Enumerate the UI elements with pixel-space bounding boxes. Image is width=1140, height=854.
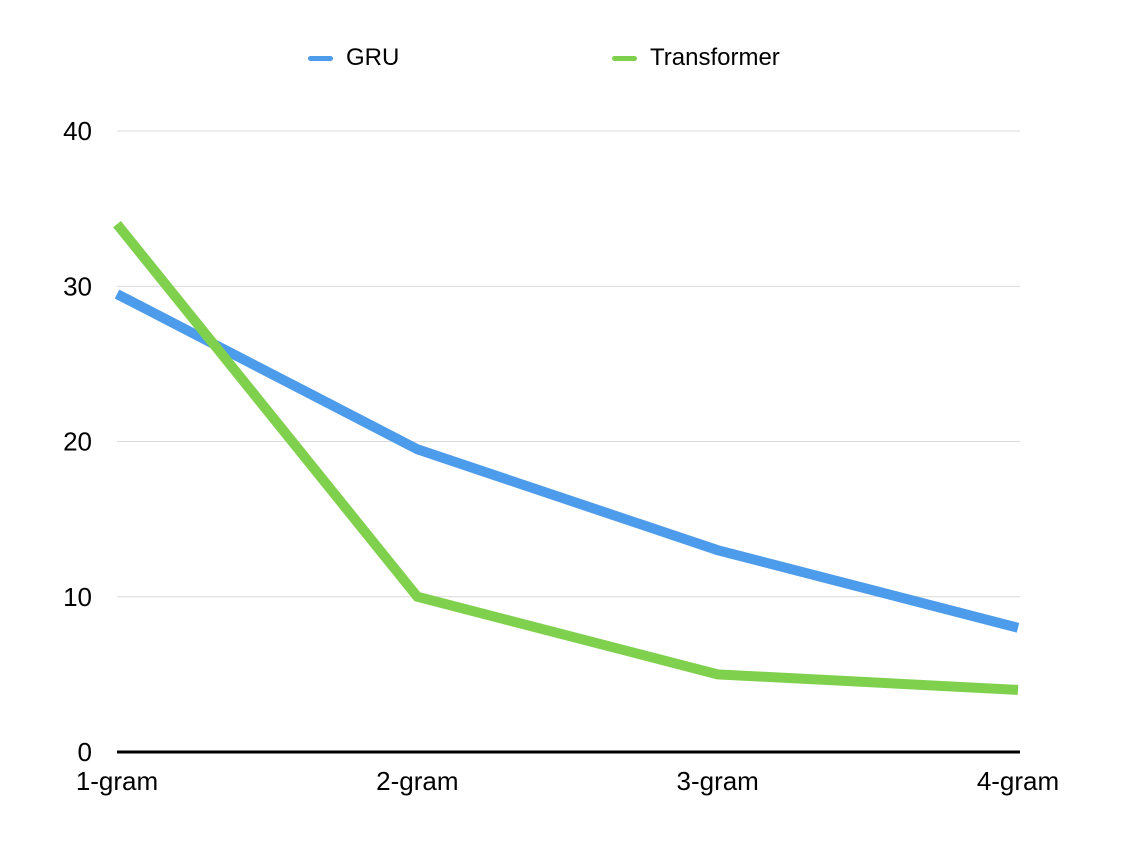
gridlines xyxy=(117,130,1020,598)
x-tick-label-1-gram: 1-gram xyxy=(76,766,158,796)
x-tick-label-2-gram: 2-gram xyxy=(376,766,458,796)
x-tick-label-3-gram: 3-gram xyxy=(676,766,758,796)
legend-swatch-transformer-icon xyxy=(612,55,637,61)
legend-swatch-gru-icon xyxy=(308,55,333,61)
legend-label-gru: GRU xyxy=(346,44,400,71)
legend-item-gru: GRU xyxy=(308,45,399,71)
legend-item-transformer: Transformer xyxy=(612,45,780,71)
series-lines xyxy=(113,221,1020,695)
legend-label-transformer: Transformer xyxy=(650,44,780,71)
y-tick-label-20: 20 xyxy=(63,427,92,457)
series-line-gru xyxy=(114,289,1020,633)
y-tick-label-10: 10 xyxy=(63,582,92,612)
y-tick-label-30: 30 xyxy=(63,271,92,301)
legend: GRU Transformer xyxy=(0,0,1140,80)
y-axis-tick-labels: 0 10 20 30 40 xyxy=(63,116,92,767)
series-line-transformer xyxy=(113,221,1019,695)
x-tick-label-4-gram: 4-gram xyxy=(977,766,1059,796)
y-tick-label-40: 40 xyxy=(63,116,92,146)
y-tick-label-0: 0 xyxy=(78,737,92,767)
x-axis-tick-labels: 1-gram 2-gram 3-gram 4-gram xyxy=(76,766,1059,796)
